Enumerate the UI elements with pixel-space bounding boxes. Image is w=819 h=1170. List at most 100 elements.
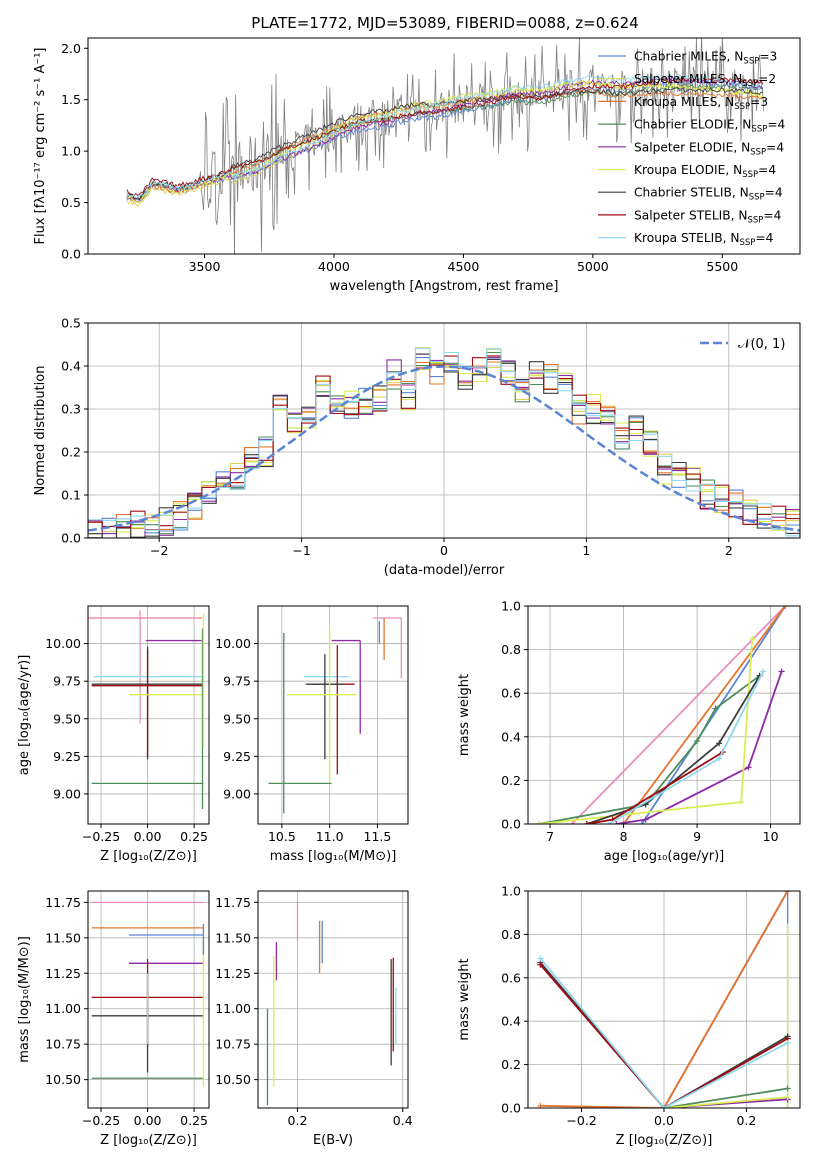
y-tick-label: 10.50 (215, 1072, 251, 1087)
y-tick-label: 0.8 (501, 642, 521, 657)
axes-frame (257, 890, 409, 1109)
x-tick-label: 8 (620, 829, 628, 844)
y-tick-label: 0.0 (501, 1101, 521, 1116)
weight-line-salpeter-stelib (539, 964, 789, 1108)
gaussian-curve (88, 365, 800, 532)
legend-label-part: Chabrier ELODIE, N (634, 118, 751, 132)
legend: 𝒩(0, 1) (700, 337, 785, 352)
legend-label-part: Chabrier STELIB, N (634, 186, 749, 200)
y-tick-label: 0.5 (61, 195, 81, 210)
histogram-kroupa-stelib (88, 347, 800, 537)
x-tick-label: 7 (546, 829, 554, 844)
weight-line-kroupa-elodie (663, 1096, 788, 1108)
y-tick-label: 10.00 (215, 636, 251, 651)
x-tick-label: −2 (150, 543, 168, 558)
axes-frame (257, 605, 409, 825)
y-tick-label: 0.3 (61, 402, 81, 417)
legend-label-part: =3 (750, 95, 768, 109)
plot-area (266, 900, 397, 1106)
x-tick-label: −0.2 (566, 1113, 596, 1128)
x-tick-label: 3500 (189, 259, 221, 274)
axes-frame (87, 605, 210, 825)
y-tick-label: 11.75 (215, 895, 251, 910)
x-tick-label: 0.25 (180, 829, 208, 844)
x-axis-label: (data-model)/error (384, 563, 505, 578)
y-axis-label: Normed distribution (33, 366, 48, 496)
legend-label: Salpeter ELODIE, NSSP=4 (634, 140, 784, 157)
legend-label-part: SSP (742, 170, 758, 180)
chart-age-vs-mass: 10.5 11.0 11.5 9.00 9.25 9.50 9.75 10.00 mass [l… (215, 605, 409, 864)
y-tick-label: 0.0 (61, 531, 81, 546)
x-tick-label: 0.00 (134, 829, 162, 844)
y-tick-label: 1.0 (61, 144, 81, 159)
legend-label-part: Salpeter ELODIE, N (634, 140, 750, 154)
legend-label-part: SSP (734, 102, 750, 112)
x-tick-label: −1 (292, 543, 310, 558)
y-tick-label: 0.4 (501, 729, 521, 744)
y-axis-label: mass weight (457, 674, 472, 756)
x-tick-label: 4000 (318, 259, 350, 274)
weight-line-kroupa-stelib (539, 957, 789, 1108)
y-tick-label: 0.4 (501, 1014, 521, 1029)
legend-label: 𝒩(0, 1) (738, 337, 785, 352)
x-tick-label: 11.0 (316, 829, 344, 844)
legend-label: Salpeter STELIB, NSSP=4 (634, 208, 782, 225)
legend-label-part: =4 (755, 231, 773, 245)
model-line-salpeter-stelib-n (126, 76, 764, 197)
x-tick-label: 5500 (706, 259, 738, 274)
y-tick-label: 2.0 (61, 41, 81, 56)
legend-label-part: =4 (758, 163, 776, 177)
y-tick-label: 10.50 (45, 1072, 81, 1087)
legend-label-part: =4 (763, 208, 781, 222)
legend-label-part: Salpeter MILES, N (634, 72, 742, 86)
x-tick-label: 1 (582, 543, 590, 558)
x-tick-label: 0.00 (134, 1113, 162, 1128)
chart-mass-vs-EBV: 0.2 0.4 10.50 10.75 11.00 11.25 11.50 11.75 E(B-… (215, 890, 413, 1148)
y-tick-label: 1.0 (501, 599, 521, 614)
legend-label-part: Salpeter STELIB, N (634, 208, 747, 222)
legend-label-part: Chabrier MILES, N (634, 50, 743, 64)
axes-frame (87, 890, 210, 1109)
y-tick-label: 0.2 (501, 1057, 521, 1072)
plot-area (537, 891, 791, 1108)
x-tick-label: 10.5 (268, 829, 296, 844)
legend-label: Chabrier ELODIE, NSSP=4 (634, 118, 786, 135)
y-axis-label: mass [log₁₀(M/M⊙)] (17, 936, 32, 1063)
x-tick-label: −0.25 (82, 1113, 120, 1128)
legend-label-part: SSP (742, 79, 758, 89)
plot-area (88, 610, 205, 809)
model-line-kroupa-elodie-n (126, 79, 764, 204)
plot-area (536, 606, 789, 824)
y-tick-label: 0.0 (501, 817, 521, 832)
legend-label-part: SSP (750, 147, 766, 157)
plot-area (126, 38, 765, 254)
plot-area (268, 617, 402, 814)
y-tick-label: 0.1 (61, 488, 81, 503)
chart-residuals: 𝒩(0, 1) −2 −1 0 1 2 0.0 0.1 0.2 0.3 0.4 0.5 (data-mo… (33, 316, 801, 578)
weight-line-kroupa-miles (622, 606, 787, 824)
chart-weight-vs-age: 7 8 9 10 0.0 0.2 0.4 0.6 0.8 1.0 age [log₁₀(age/yr… (457, 599, 801, 864)
legend-label-part: SSP (740, 238, 756, 248)
weight-line-kroupa-elodie (538, 638, 754, 824)
legend-label-part: =2 (758, 72, 776, 86)
plot-area (88, 346, 800, 538)
y-tick-label: 0.2 (501, 773, 521, 788)
y-tick-label: 9.75 (53, 674, 81, 689)
legend-label-part: SSP (749, 193, 765, 203)
x-axis-label: age [log₁₀(age/yr)] (604, 849, 725, 864)
y-tick-label: 0.5 (61, 316, 81, 331)
y-axis-label: age [log₁₀(age/yr)] (17, 655, 32, 776)
axes-frame (527, 605, 801, 825)
x-axis-label: Z [log₁₀(Z/Z⊙)] (616, 1133, 713, 1148)
legend-label-part: =3 (759, 50, 777, 64)
histogram-chabrier-stelib (88, 353, 800, 538)
y-tick-label: 11.00 (45, 1001, 81, 1016)
y-tick-label: 9.50 (53, 711, 81, 726)
x-tick-label: 10 (763, 829, 779, 844)
y-axis-label: mass weight (457, 958, 472, 1040)
weight-line-salpeter-elodie (616, 671, 783, 824)
y-tick-label: 9.50 (223, 711, 251, 726)
y-tick-label: 11.50 (45, 930, 81, 945)
